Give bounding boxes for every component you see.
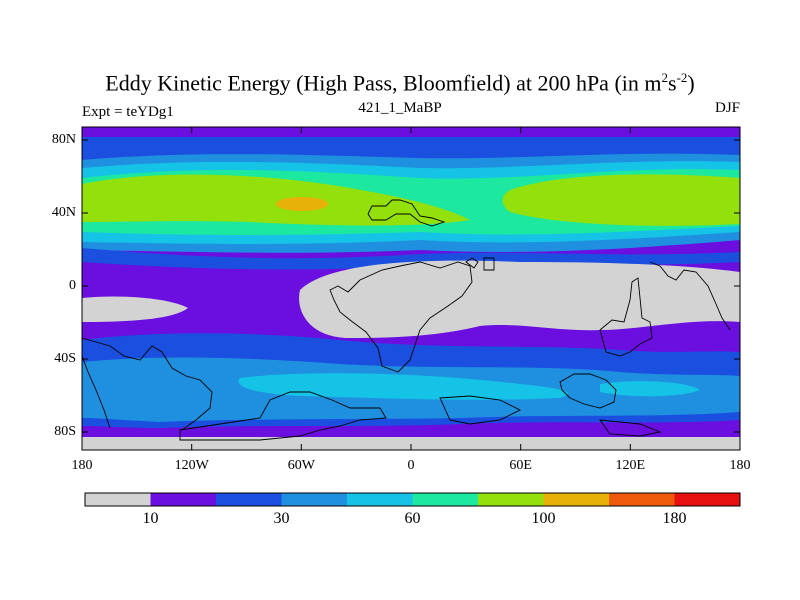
colorbar-box-2 [150, 493, 216, 506]
colorbar-box-9 [609, 493, 675, 506]
x-tick-label: 120W [174, 458, 209, 473]
x-tick-marks [81, 127, 741, 450]
map-subtitle: 421_1_MaBP [358, 100, 442, 116]
experiment-label: Expt = teYDg1 [82, 104, 174, 120]
colorbar-box-7 [478, 493, 544, 506]
coastlines [82, 199, 731, 441]
y-tick-label: 80N [51, 132, 76, 147]
colorbar-frame [84, 492, 741, 507]
colorbar-box-10 [674, 493, 740, 506]
colorbar [84, 492, 741, 507]
coast-antarctic [179, 391, 662, 441]
coast-sa-east [82, 355, 111, 429]
coast-africa [329, 261, 473, 373]
contour-field [82, 127, 740, 450]
y-tick-label: 40S [54, 351, 76, 366]
coast-asia-islands [465, 257, 495, 271]
y-tick-label: 40N [51, 205, 76, 220]
x-tick-label: 60W [287, 458, 315, 473]
colorbar-box-6 [412, 493, 478, 506]
x-tick-label: 60E [509, 458, 532, 473]
x-tick-label: 180 [71, 458, 93, 473]
tropics-grey-east [299, 260, 740, 338]
band-north-green-west [82, 174, 470, 226]
coast-eurasia [367, 199, 446, 227]
colorbar-label: 100 [531, 510, 556, 527]
colorbar-box-5 [347, 493, 413, 506]
x-tick-label: 180 [729, 458, 751, 473]
coast-south-america [82, 337, 213, 431]
x-tick-label: 0 [407, 458, 415, 473]
band-south-lightblue-east [600, 381, 700, 397]
band-north-green-east [502, 174, 740, 226]
colorbar-label: 30 [273, 510, 290, 527]
map-title: Eddy Kinetic Energy (High Pass, Bloomfie… [105, 70, 695, 96]
colorbar-label: 10 [142, 510, 159, 527]
y-tick-label: 80S [54, 424, 76, 439]
colorbar-box-1 [85, 493, 151, 506]
colorbar-box-8 [543, 493, 609, 506]
colorbar-label: 60 [404, 510, 421, 527]
colorbar-box-4 [281, 493, 347, 506]
y-tick-label: 0 [69, 278, 76, 293]
max-orange [276, 197, 328, 211]
coast-maritime [599, 277, 653, 357]
band-south-lightblue [238, 373, 568, 400]
y-tick-marks [82, 139, 740, 433]
coast-pacific-east [649, 261, 731, 331]
tropics-grey-west [82, 296, 188, 322]
x-tick-label: 120E [615, 458, 646, 473]
colorbar-box-3 [216, 493, 282, 506]
colorbar-label: 180 [662, 510, 687, 527]
season-label: DJF [714, 100, 740, 116]
coast-australia [559, 373, 617, 409]
